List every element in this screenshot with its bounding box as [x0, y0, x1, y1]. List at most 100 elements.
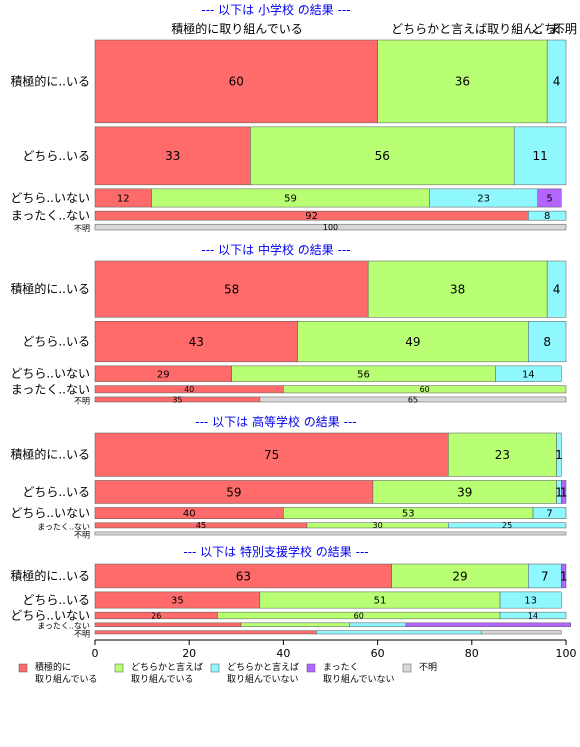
data-label: 36: [455, 75, 470, 89]
legend-label: 取り組んでいない: [227, 673, 299, 685]
column-header-label: 積極的に取り組んでいる: [171, 21, 302, 36]
bar-segment: [240, 622, 350, 627]
x-tick-label: 60: [371, 647, 385, 660]
row-label: 積極的に..いる: [10, 281, 90, 296]
row-label: 不明: [74, 224, 90, 233]
data-label: 39: [457, 485, 472, 499]
legend-label: どちらかと言えば: [131, 661, 203, 673]
data-label: 51: [374, 596, 387, 607]
legend-label: どちらかと言えば: [227, 661, 299, 673]
data-label: 5: [546, 194, 552, 205]
row-label: どちら..いる: [22, 593, 90, 607]
data-label: 4: [553, 75, 561, 89]
legend-label: 積極的に: [35, 661, 71, 673]
data-label: 40: [184, 385, 194, 394]
data-label: 23: [495, 448, 510, 462]
data-label: 30: [373, 521, 383, 530]
legend-swatch: [402, 663, 412, 673]
data-label: 1: [560, 485, 568, 499]
data-label: 92: [305, 211, 318, 222]
bar-segment: [499, 611, 567, 620]
legend-label: まったく: [323, 662, 359, 673]
bar-segment: [94, 531, 567, 536]
row-label: どちら..いない: [10, 608, 90, 622]
bar-segment: [367, 260, 548, 318]
bar-segment: [546, 39, 567, 124]
row-label: 積極的に..いる: [10, 447, 90, 462]
legend-label: 不明: [419, 662, 437, 673]
data-label: 43: [189, 335, 204, 349]
data-label: 45: [196, 521, 206, 530]
bar-segment: [546, 260, 567, 318]
row-label: 不明: [74, 629, 90, 638]
panel-title: --- 以下は 小学校 の結果 ---: [201, 2, 350, 17]
row-label: 不明: [74, 530, 90, 539]
data-label: 56: [375, 149, 390, 163]
row-label: どちら..いない: [10, 506, 90, 520]
bar-segment: [94, 432, 449, 477]
data-label: 8: [543, 335, 551, 349]
row-label: まったく..ない: [37, 622, 90, 631]
column-header-label: 不明: [553, 22, 577, 36]
data-label: 12: [117, 194, 130, 205]
data-label: 65: [408, 395, 418, 404]
bar-segment: [316, 630, 482, 635]
data-label: 25: [502, 521, 512, 530]
panel-title: --- 以下は 高等学校 の結果 ---: [195, 414, 356, 429]
data-label: 23: [477, 194, 490, 205]
bar-segment: [259, 396, 567, 403]
data-label: 59: [226, 485, 241, 499]
bar-segment: [499, 591, 562, 609]
data-label: 1: [555, 448, 563, 462]
x-tick-label: 100: [556, 647, 577, 660]
row-label: 不明: [74, 396, 90, 405]
row-label: どちら..いる: [22, 485, 90, 499]
legend-swatch: [114, 663, 124, 673]
bar-segment: [528, 321, 567, 363]
data-label: 29: [452, 569, 467, 583]
data-label: 60: [354, 611, 364, 620]
row-label: どちら..いる: [22, 149, 90, 163]
bar-segment: [405, 622, 571, 627]
data-label: 49: [405, 335, 420, 349]
x-tick-label: 80: [465, 647, 479, 660]
bar-segment: [537, 188, 562, 208]
bar-segment: [528, 210, 567, 221]
row-label: どちら..いない: [10, 367, 90, 381]
bar-segment: [561, 480, 567, 504]
data-label: 11: [532, 149, 547, 163]
data-label: 4: [553, 282, 561, 296]
data-label: 56: [357, 369, 370, 380]
row-label: まったく..ない: [11, 382, 90, 396]
data-label: 1: [560, 569, 568, 583]
x-tick-label: 20: [182, 647, 196, 660]
bar-segment: [94, 260, 369, 318]
bar-segment: [283, 385, 567, 394]
bar-segment: [349, 622, 407, 627]
data-label: 60: [420, 385, 430, 394]
legend-swatch: [306, 663, 316, 673]
data-label: 35: [172, 395, 182, 404]
row-label: まったく..ない: [11, 209, 90, 223]
data-label: 53: [402, 509, 415, 520]
bar-segment: [94, 39, 378, 124]
bar-segment: [94, 630, 317, 635]
data-label: 59: [284, 194, 297, 205]
legend-swatch: [18, 663, 28, 673]
data-label: 7: [546, 509, 552, 520]
bar-segment: [448, 522, 567, 529]
bar-segment: [513, 126, 567, 186]
data-label: 35: [171, 596, 184, 607]
panel-title: --- 以下は 中学校 の結果 ---: [201, 242, 350, 257]
legend-label: 取り組んでいる: [131, 673, 194, 685]
data-label: 7: [541, 569, 549, 583]
bar-segment: [94, 622, 242, 627]
bar-segment: [556, 432, 562, 477]
bar-segment: [532, 507, 567, 519]
bar-segment: [94, 223, 567, 231]
data-label: 75: [264, 448, 279, 462]
legend-label: 取り組んでいる: [35, 673, 98, 685]
bar-segment: [495, 365, 562, 382]
bar-segment: [94, 126, 251, 186]
